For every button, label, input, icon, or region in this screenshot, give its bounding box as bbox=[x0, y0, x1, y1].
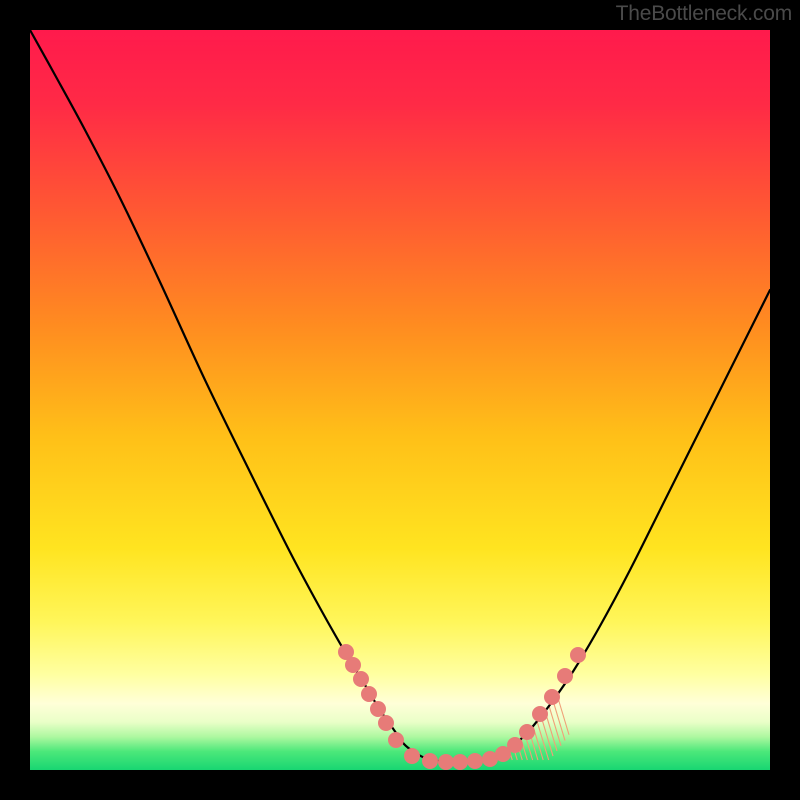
marker-dot bbox=[346, 658, 361, 673]
marker-dot bbox=[389, 733, 404, 748]
plot-background-gradient bbox=[30, 30, 770, 770]
marker-dot bbox=[520, 725, 535, 740]
marker-dot bbox=[468, 754, 483, 769]
chart-svg bbox=[0, 0, 800, 800]
marker-dot bbox=[508, 738, 523, 753]
marker-dot bbox=[405, 749, 420, 764]
chart-frame: TheBottleneck.com bbox=[0, 0, 800, 800]
marker-dot bbox=[371, 702, 386, 717]
attribution-label: TheBottleneck.com bbox=[616, 2, 792, 26]
marker-dot bbox=[533, 707, 548, 722]
marker-dot bbox=[423, 754, 438, 769]
marker-dot bbox=[545, 690, 560, 705]
marker-dot bbox=[453, 755, 468, 770]
marker-dot bbox=[379, 716, 394, 731]
marker-dot bbox=[571, 648, 586, 663]
marker-dot bbox=[558, 669, 573, 684]
marker-dot bbox=[354, 672, 369, 687]
marker-dot bbox=[439, 755, 454, 770]
marker-dot bbox=[362, 687, 377, 702]
